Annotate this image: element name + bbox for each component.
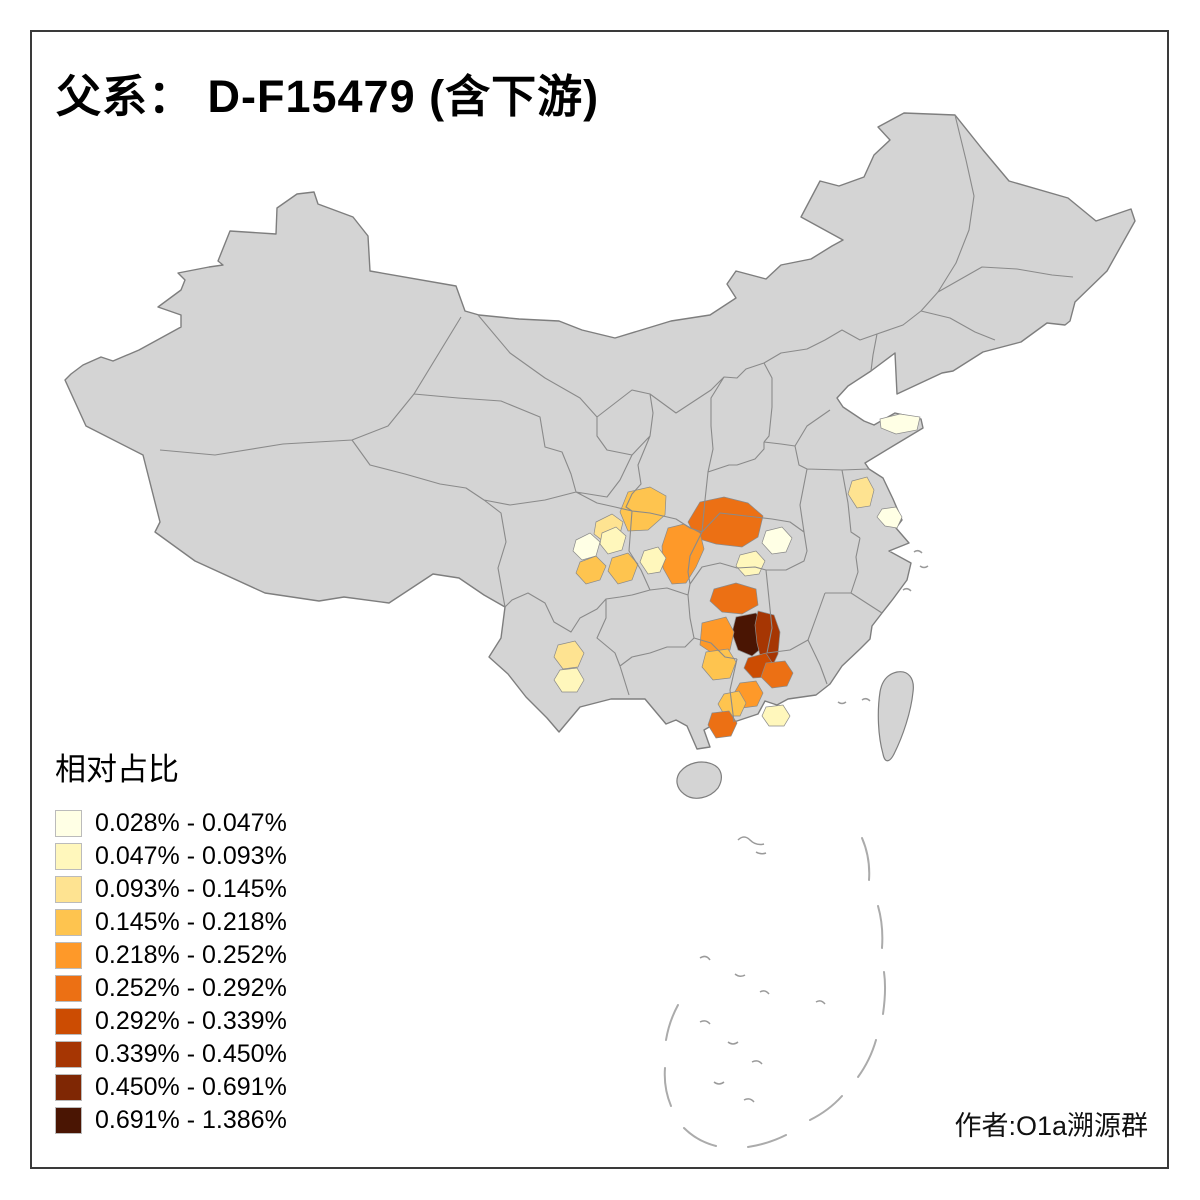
south-china-sea-islands	[699, 836, 826, 1103]
map-region	[607, 552, 639, 585]
taiwan-island	[877, 671, 914, 762]
legend-label: 0.047% - 0.093%	[95, 842, 287, 870]
nine-dash-line	[663, 837, 887, 1148]
map-region	[709, 582, 759, 615]
map-region	[599, 526, 627, 555]
map-region	[760, 660, 794, 689]
legend-item: 0.292% - 0.339%	[55, 1005, 287, 1038]
legend-item: 0.339% - 0.450%	[55, 1038, 287, 1071]
hainan-island	[676, 761, 722, 799]
legend-swatch	[55, 876, 82, 903]
map-region	[707, 710, 738, 739]
map-region	[879, 413, 921, 435]
legend-swatch	[55, 909, 82, 936]
coastal-islands	[837, 549, 929, 705]
map-region	[553, 667, 585, 693]
legend-item: 0.252% - 0.292%	[55, 972, 287, 1005]
credit-text: 作者:O1a溯源群	[954, 1111, 1148, 1141]
map-region	[847, 476, 875, 509]
legend-item: 0.691% - 1.386%	[55, 1104, 287, 1137]
legend-item: 0.450% - 0.691%	[55, 1071, 287, 1104]
map-region	[699, 616, 735, 656]
map-region	[553, 640, 585, 670]
legend-item: 0.028% - 0.047%	[55, 807, 287, 840]
map-region	[761, 704, 791, 727]
legend-label: 0.339% - 0.450%	[95, 1040, 287, 1068]
legend-title: 相对占比	[55, 752, 179, 787]
legend-swatch	[55, 1107, 82, 1134]
map-region	[639, 546, 667, 575]
legend-item: 0.047% - 0.093%	[55, 840, 287, 873]
legend-label: 0.252% - 0.292%	[95, 974, 287, 1002]
legend-swatch	[55, 1008, 82, 1035]
china-mainland	[64, 112, 1136, 750]
legend: 相对占比 0.028% - 0.047% 0.047% - 0.093% 0.0…	[55, 744, 287, 1137]
legend-swatch	[55, 975, 82, 1002]
legend-item: 0.145% - 0.218%	[55, 906, 287, 939]
legend-swatch	[55, 810, 82, 837]
map-region	[687, 496, 764, 548]
highlighted-regions	[553, 413, 921, 739]
map-region	[701, 648, 737, 681]
legend-label: 0.093% - 0.145%	[95, 875, 287, 903]
legend-item: 0.218% - 0.252%	[55, 939, 287, 972]
map-region	[575, 555, 607, 585]
province-borders	[159, 114, 1074, 723]
legend-swatch	[55, 1041, 82, 1068]
legend-label: 0.292% - 0.339%	[95, 1007, 287, 1035]
legend-swatch	[55, 843, 82, 870]
legend-label: 0.145% - 0.218%	[95, 908, 287, 936]
legend-swatch	[55, 1074, 82, 1101]
page-title: 父系： D-F15479 (含下游)	[56, 71, 600, 122]
legend-label: 0.028% - 0.047%	[95, 809, 287, 837]
legend-swatch	[55, 942, 82, 969]
legend-label: 0.450% - 0.691%	[95, 1073, 287, 1101]
legend-item: 0.093% - 0.145%	[55, 873, 287, 906]
map-region	[735, 550, 766, 577]
map-region	[761, 526, 793, 555]
legend-label: 0.691% - 1.386%	[95, 1106, 287, 1134]
legend-label: 0.218% - 0.252%	[95, 941, 287, 969]
map-region	[876, 506, 903, 529]
